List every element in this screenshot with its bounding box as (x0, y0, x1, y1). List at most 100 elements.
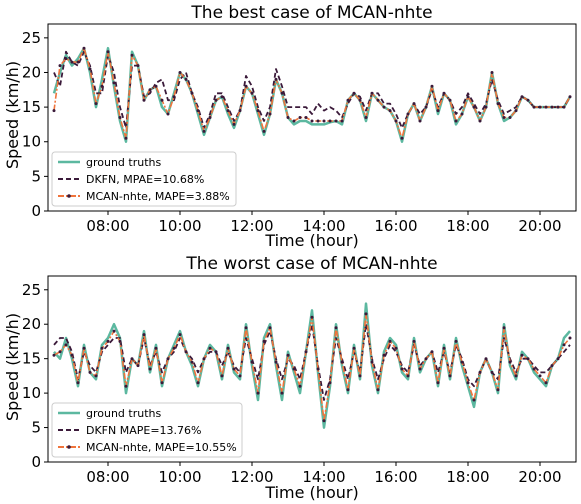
data-point-mcan-nhte (244, 326, 248, 330)
data-point-mcan-nhte (292, 367, 296, 371)
y-tick-label: 25 (22, 281, 41, 299)
data-point-mcan-nhte (346, 388, 350, 392)
data-point-mcan-nhte (196, 109, 200, 113)
data-point-mcan-nhte (286, 353, 290, 357)
data-point-mcan-nhte (214, 98, 218, 102)
data-point-mcan-nhte (394, 119, 398, 123)
data-point-mcan-nhte (514, 374, 518, 378)
y-axis-label: Speed (km/h) (3, 313, 22, 421)
x-tick-label: 16:00 (374, 217, 417, 235)
data-point-mcan-nhte (118, 116, 122, 119)
legend-label: ground truths (86, 407, 162, 420)
data-point-mcan-nhte (544, 105, 548, 109)
data-point-mcan-nhte (364, 116, 368, 119)
y-tick-label: 15 (22, 98, 41, 116)
data-point-mcan-nhte (508, 116, 512, 119)
data-point-mcan-nhte (298, 116, 302, 119)
data-point-mcan-nhte (352, 346, 356, 350)
data-point-mcan-nhte (502, 116, 506, 119)
data-point-mcan-nhte (274, 360, 278, 364)
data-point-mcan-nhte (268, 112, 272, 116)
x-tick-labels: 08:00 10:00 12:00 14:00 16:00 18:00 20:00 (86, 211, 562, 235)
data-point-mcan-nhte (178, 71, 182, 74)
data-point-mcan-nhte (442, 91, 446, 95)
x-axis: Time (hour) 08:00 10:00 12:00 14:00 16:00 18:… (86, 462, 562, 502)
data-point-mcan-nhte (334, 326, 338, 330)
data-point-mcan-nhte (106, 50, 110, 54)
y-axis: Speed (km/h) 0 5 10 15 20 25 (3, 29, 48, 220)
data-point-mcan-nhte (82, 46, 86, 50)
legend: ground truths DKFN, MPAE=10.68% MCAN-nht… (51, 151, 237, 207)
data-point-mcan-nhte (370, 360, 374, 364)
data-point-mcan-nhte (208, 116, 212, 119)
data-point-mcan-nhte (154, 346, 158, 350)
y-tick-label: 5 (31, 419, 41, 437)
data-point-mcan-nhte (568, 336, 572, 340)
data-point-mcan-nhte (472, 105, 476, 109)
data-point-mcan-nhte (142, 333, 146, 337)
data-point-mcan-nhte (448, 98, 452, 102)
data-point-mcan-nhte (262, 339, 266, 343)
data-point-mcan-nhte (376, 98, 380, 102)
x-tick-labels: 08:00 10:00 12:00 14:00 16:00 18:00 20:00 (86, 462, 562, 486)
data-point-mcan-nhte (388, 339, 392, 343)
legend-label: MCAN-nhte, MAPE=10.55% (86, 441, 237, 454)
data-point-mcan-nhte (556, 105, 560, 109)
data-point-mcan-nhte (538, 105, 542, 109)
data-point-mcan-nhte (184, 77, 188, 81)
x-tick-label: 20:00 (518, 468, 561, 486)
data-point-mcan-nhte (244, 84, 248, 88)
data-point-mcan-nhte (64, 343, 68, 347)
data-point-mcan-nhte (112, 81, 116, 85)
data-point-mcan-nhte (250, 91, 254, 95)
data-point-mcan-nhte (466, 95, 470, 99)
data-point-mcan-nhte (238, 374, 242, 378)
x-tick-label: 14:00 (302, 217, 345, 235)
data-point-mcan-nhte (430, 350, 434, 354)
y-tick-labels: 0 5 10 15 20 25 (22, 281, 48, 471)
data-point-mcan-nhte (400, 367, 404, 371)
chart-title: The worst case of MCAN-nhte (185, 254, 437, 274)
y-tick-label: 20 (22, 63, 41, 81)
data-point-mcan-nhte (76, 60, 80, 64)
data-point-mcan-nhte (148, 367, 152, 371)
data-point-mcan-nhte (436, 381, 440, 385)
data-point-mcan-nhte (64, 57, 68, 61)
data-point-mcan-nhte (52, 353, 56, 357)
data-point-mcan-nhte (520, 353, 524, 357)
data-point-mcan-nhte (232, 122, 236, 126)
y-tick-label: 25 (22, 29, 41, 47)
y-tick-label: 0 (31, 453, 41, 471)
data-point-mcan-nhte (358, 374, 362, 378)
data-point-mcan-nhte (310, 119, 314, 123)
data-point-mcan-nhte (532, 367, 536, 371)
data-point-mcan-nhte (304, 116, 308, 119)
data-point-mcan-nhte (220, 95, 224, 99)
data-point-mcan-nhte (70, 60, 74, 64)
legend-label: ground truths (86, 156, 162, 169)
x-tick-label: 12:00 (230, 468, 273, 486)
data-point-mcan-nhte (262, 129, 266, 133)
legend-box (51, 151, 237, 207)
data-point-mcan-nhte (136, 64, 140, 68)
x-tick-label: 20:00 (518, 217, 561, 235)
data-point-mcan-nhte (472, 398, 476, 402)
data-point-mcan-nhte (136, 364, 140, 368)
data-point-mcan-nhte (184, 350, 188, 354)
data-point-mcan-nhte (568, 95, 572, 99)
x-tick-label: 14:00 (302, 468, 345, 486)
y-tick-labels: 0 5 10 15 20 25 (22, 29, 48, 220)
data-point-mcan-nhte (460, 112, 464, 116)
data-point-mcan-nhte (328, 119, 332, 123)
data-point-mcan-nhte (58, 64, 62, 68)
data-point-mcan-nhte (460, 360, 464, 364)
data-point-mcan-nhte (124, 136, 128, 140)
data-point-mcan-nhte (208, 346, 212, 350)
data-point-mcan-nhte (520, 95, 524, 99)
data-point-mcan-nhte (106, 339, 110, 343)
data-point-mcan-nhte (496, 388, 500, 392)
y-tick-label: 10 (22, 384, 41, 402)
data-point-mcan-nhte (202, 357, 206, 361)
data-point-mcan-nhte (352, 91, 356, 95)
data-point-mcan-nhte (226, 109, 230, 113)
